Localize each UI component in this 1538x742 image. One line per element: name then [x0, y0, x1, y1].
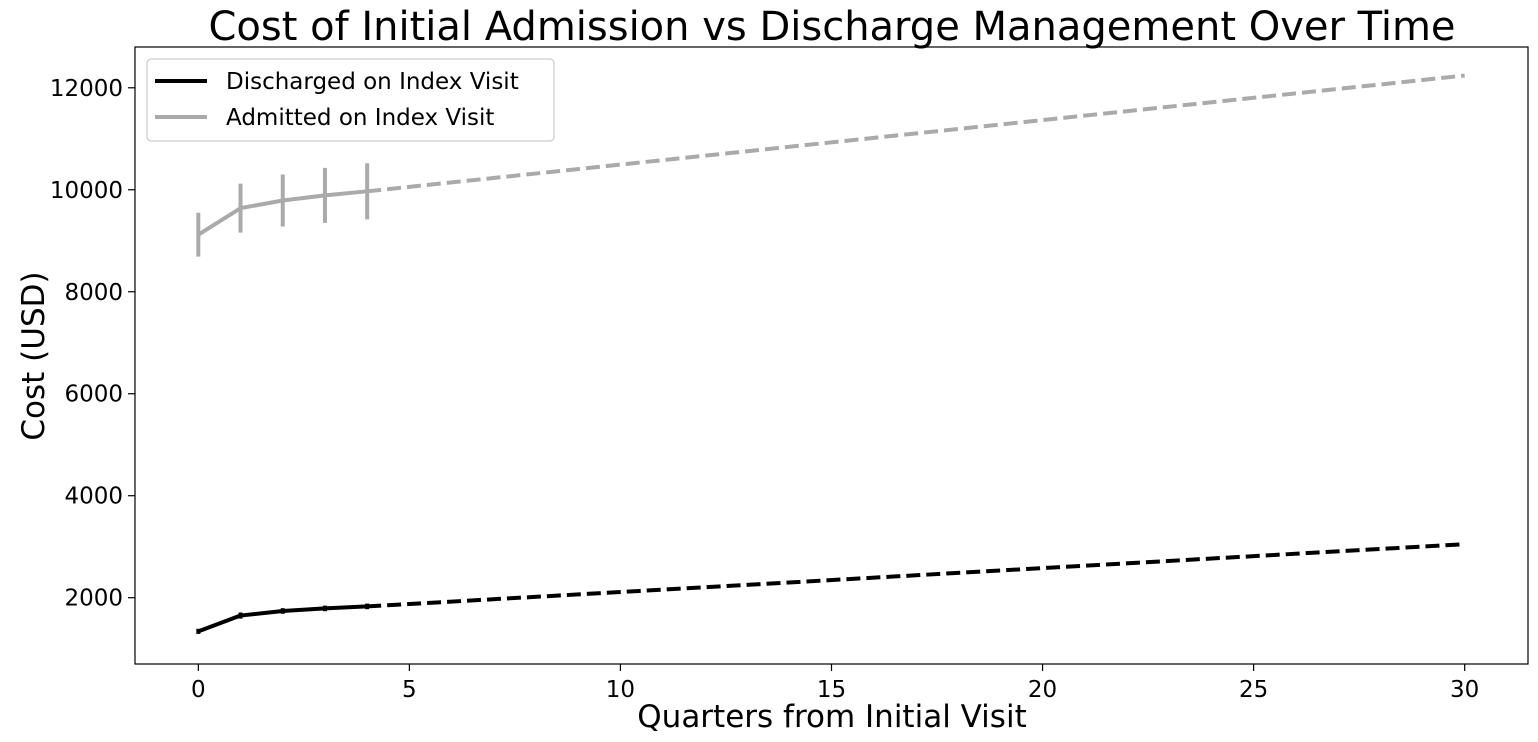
x-axis: 0 5 10 15 20 25 30	[191, 664, 1479, 703]
legend-box	[146, 58, 555, 142]
x-tick-label: 20	[1028, 677, 1057, 703]
y-axis: 2000 4000 6000 8000 10000 12000	[50, 76, 135, 612]
y-tick-label: 4000	[64, 484, 123, 510]
x-tick-label: 10	[606, 677, 635, 703]
series-discharged	[196, 542, 1465, 634]
y-tick-label: 2000	[64, 586, 123, 612]
x-tick-label: 30	[1450, 677, 1479, 703]
series-admitted	[196, 73, 1465, 257]
y-tick-label: 12000	[50, 76, 123, 102]
legend-label: Admitted on Index Visit	[226, 105, 494, 131]
x-tick-label: 25	[1239, 677, 1268, 703]
chart-title: Cost of Initial Admission vs Discharge M…	[208, 4, 1455, 50]
x-tick-label: 5	[402, 677, 417, 703]
projected-line	[367, 542, 1465, 609]
y-tick-label: 10000	[50, 178, 123, 204]
x-tick-label: 0	[191, 677, 206, 703]
legend: Discharged on Index Visit Admitted on Ind…	[146, 58, 555, 142]
y-tick-label: 6000	[64, 382, 123, 408]
y-tick-label: 8000	[64, 280, 123, 306]
plot-area	[196, 73, 1465, 634]
x-tick-label: 15	[817, 677, 846, 703]
x-axis-label: Quarters from Initial Visit	[637, 699, 1026, 735]
y-axis-label: Cost (USD)	[16, 271, 52, 440]
projected-line	[366, 73, 1465, 194]
legend-label: Discharged on Index Visit	[226, 69, 519, 95]
